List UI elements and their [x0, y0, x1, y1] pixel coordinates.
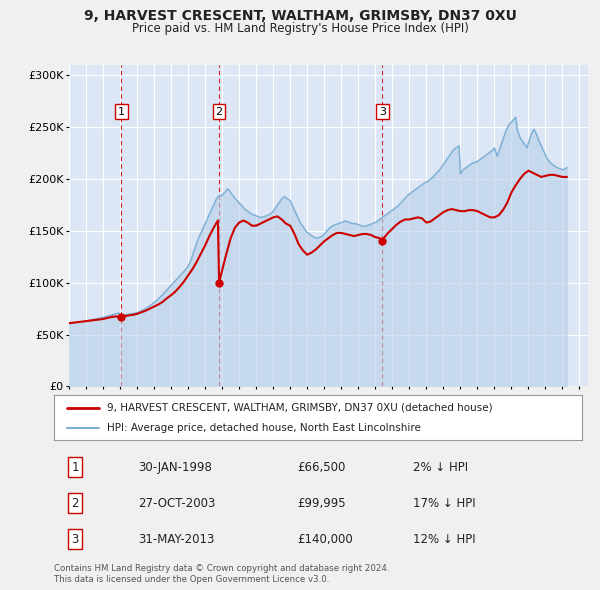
Text: 12% ↓ HPI: 12% ↓ HPI: [413, 533, 476, 546]
Text: Price paid vs. HM Land Registry's House Price Index (HPI): Price paid vs. HM Land Registry's House …: [131, 22, 469, 35]
Text: 1: 1: [71, 461, 79, 474]
Text: 31-MAY-2013: 31-MAY-2013: [139, 533, 215, 546]
Text: 3: 3: [71, 533, 79, 546]
Text: Contains HM Land Registry data © Crown copyright and database right 2024.: Contains HM Land Registry data © Crown c…: [54, 564, 389, 573]
Text: 2% ↓ HPI: 2% ↓ HPI: [413, 461, 468, 474]
Text: 1: 1: [118, 107, 125, 116]
Text: 9, HARVEST CRESCENT, WALTHAM, GRIMSBY, DN37 0XU (detached house): 9, HARVEST CRESCENT, WALTHAM, GRIMSBY, D…: [107, 403, 493, 412]
Text: HPI: Average price, detached house, North East Lincolnshire: HPI: Average price, detached house, Nort…: [107, 424, 421, 434]
Text: 9, HARVEST CRESCENT, WALTHAM, GRIMSBY, DN37 0XU: 9, HARVEST CRESCENT, WALTHAM, GRIMSBY, D…: [83, 9, 517, 23]
Text: 27-OCT-2003: 27-OCT-2003: [139, 497, 216, 510]
Text: 17% ↓ HPI: 17% ↓ HPI: [413, 497, 476, 510]
Text: £99,995: £99,995: [297, 497, 346, 510]
Text: This data is licensed under the Open Government Licence v3.0.: This data is licensed under the Open Gov…: [54, 575, 329, 584]
Text: 2: 2: [215, 107, 223, 116]
Text: 3: 3: [379, 107, 386, 116]
Text: £66,500: £66,500: [297, 461, 345, 474]
Text: 2: 2: [71, 497, 79, 510]
Text: £140,000: £140,000: [297, 533, 353, 546]
Text: 30-JAN-1998: 30-JAN-1998: [139, 461, 212, 474]
